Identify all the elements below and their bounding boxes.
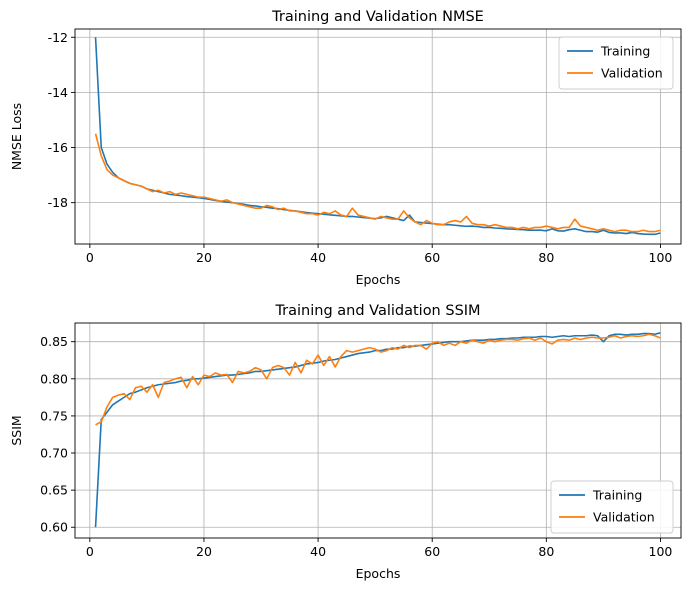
subplot-nmse: 0 20 40 60 80 100 -18 -16 -14 -12 Training and Val… xyxy=(9,9,682,287)
series-line-validation xyxy=(94,133,661,233)
y-tick-label: 0.65 xyxy=(40,483,68,498)
x-tick-label: 60 xyxy=(424,544,440,559)
x-axis-label: Epochs xyxy=(356,272,401,287)
x-tick-label: 0 xyxy=(86,250,94,265)
x-tick-label: 40 xyxy=(310,250,326,265)
series-line-validation xyxy=(95,333,661,426)
y-tick-label: 0.60 xyxy=(40,520,68,535)
legend: Training Validation xyxy=(558,36,674,90)
x-tick-label: 0 xyxy=(86,544,94,559)
axes-frame xyxy=(74,28,682,245)
x-tick-label: 100 xyxy=(649,250,673,265)
y-tick-label: -14 xyxy=(48,85,68,100)
x-tick-label: 80 xyxy=(538,544,554,559)
y-tick-label: -18 xyxy=(48,195,68,210)
y-tick-label: -16 xyxy=(48,140,68,155)
x-tick-label: 80 xyxy=(538,250,554,265)
chart-title: Training and Validation NMSE xyxy=(271,9,484,25)
axes-frame xyxy=(74,322,682,539)
x-tick-label: 60 xyxy=(424,250,440,265)
x-tick-label: 20 xyxy=(196,250,212,265)
legend-box xyxy=(558,36,674,90)
x-tick-label: 20 xyxy=(196,544,212,559)
y-axis-label: NMSE Loss xyxy=(9,103,24,170)
subplot-ssim: 0 20 40 60 80 100 0.60 0.65 0.70 0.75 0.80 0.85 Trai… xyxy=(9,303,682,581)
legend-label-training: Training xyxy=(600,44,650,59)
y-tick-label: 0.85 xyxy=(40,334,68,349)
x-tick-label: 100 xyxy=(649,544,673,559)
y-tick-label: 0.70 xyxy=(40,446,68,461)
legend: Training Validation xyxy=(550,480,674,534)
x-tick-label: 40 xyxy=(310,544,326,559)
y-tick-label: -12 xyxy=(48,30,68,45)
y-tick-label: 0.75 xyxy=(40,408,68,423)
legend-label-validation: Validation xyxy=(593,510,655,525)
legend-label-validation: Validation xyxy=(601,66,663,81)
chart-title: Training and Validation SSIM xyxy=(274,303,480,319)
y-axis-label: SSIM xyxy=(9,415,24,445)
legend-label-training: Training xyxy=(592,488,642,503)
x-axis-label: Epochs xyxy=(356,566,401,581)
legend-box xyxy=(550,480,674,534)
y-tick-label: 0.80 xyxy=(40,371,68,386)
